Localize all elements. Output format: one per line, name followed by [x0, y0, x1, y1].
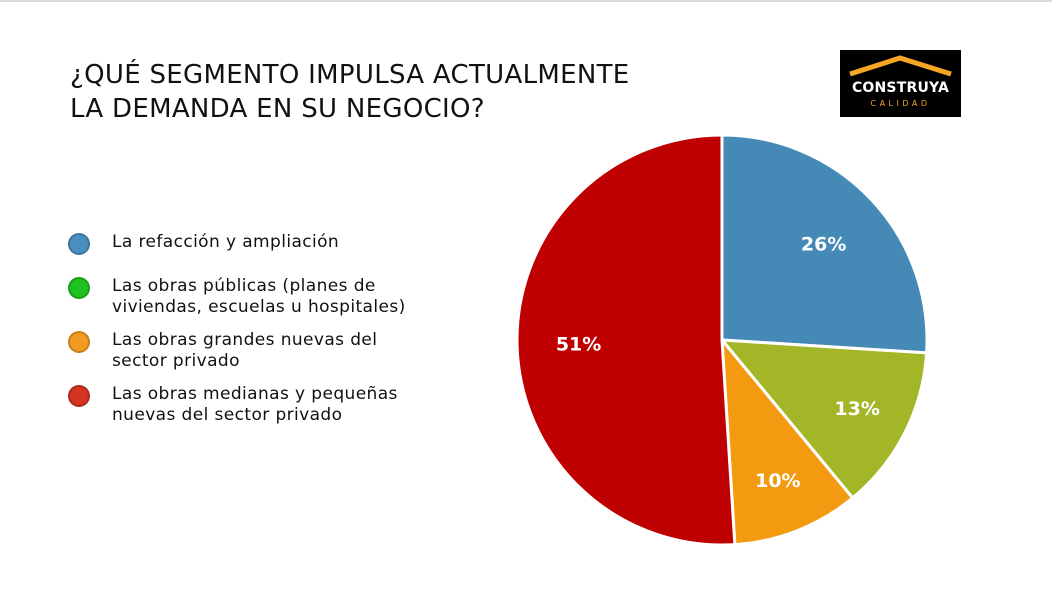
pie-slice — [718, 338, 929, 501]
slice-label: 10% — [755, 470, 800, 492]
logo-name: CONSTRUYA — [851, 80, 950, 96]
slice-label: 51% — [556, 334, 601, 356]
legend-label: Las obras grandes nuevas del sector priva… — [112, 330, 492, 372]
slice-label: 13% — [834, 398, 879, 420]
legend-label-line: Las obras medianas y pequeñas — [112, 384, 398, 404]
chart-title-line-2: LA DEMANDA EN SU NEGOCIO? — [70, 94, 485, 124]
legend-label-line: viviendas, escuelas u hospitales) — [112, 297, 406, 317]
legend-label-line: nuevas del sector privado — [112, 405, 343, 425]
legend-label: Las obras públicas (planes de viviendas, … — [112, 276, 492, 318]
legend-label-line: La refacción y ampliación — [112, 232, 340, 252]
construya-logo: CONSTRUYA CALIDAD — [840, 50, 961, 117]
legend-swatch — [68, 277, 90, 299]
legend-label: Las obras medianas y pequeñas nuevas del … — [112, 384, 492, 426]
legend-swatch — [68, 233, 90, 255]
roof-icon — [849, 55, 952, 77]
pie-chart-svg: 26% 13% 10% 51% — [515, 133, 929, 547]
legend-swatch — [68, 385, 90, 407]
legend-label-line: Las obras públicas (planes de — [112, 276, 376, 296]
legend-label-line: Las obras grandes nuevas del — [112, 330, 378, 350]
legend-label-line: sector privado — [112, 351, 240, 371]
chart-title: ¿QUÉ SEGMENTO IMPULSA ACTUALMENTE LA DEM… — [70, 58, 770, 126]
legend-swatch — [68, 331, 90, 353]
pie-chart: 26% 13% 10% 51% — [500, 122, 950, 562]
legend-label: La refacción y ampliación — [112, 232, 492, 253]
logo-tagline: CALIDAD — [870, 99, 931, 108]
pie-slice — [515, 133, 737, 547]
chart-title-line-1: ¿QUÉ SEGMENTO IMPULSA ACTUALMENTE — [70, 60, 630, 90]
slice-label: 26% — [801, 234, 846, 256]
pie-slice — [720, 335, 855, 547]
pie-slice — [720, 133, 929, 355]
